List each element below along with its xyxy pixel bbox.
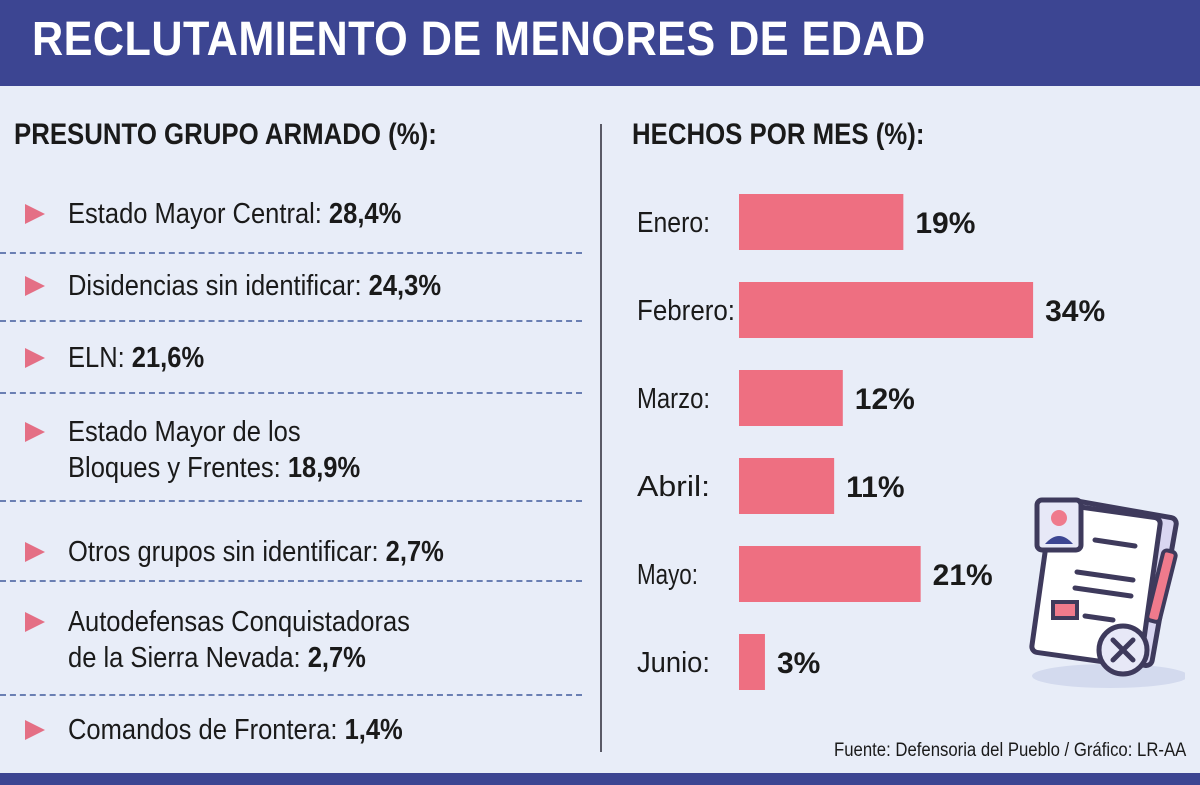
header-bar: RECLUTAMIENTO DE MENORES DE EDAD bbox=[0, 0, 1200, 86]
dashed-separator bbox=[0, 694, 582, 696]
month-bar bbox=[739, 546, 921, 602]
month-label: Febrero: bbox=[637, 295, 735, 327]
triangle-bullet-icon bbox=[25, 422, 45, 442]
armed-group-label: Comandos de Frontera: 1,4% bbox=[68, 712, 403, 748]
bar-value-label: 34% bbox=[1045, 295, 1105, 328]
armed-group-value: 28,4% bbox=[328, 198, 402, 230]
armed-group-label-line: Estado Mayor Central: 28,4% bbox=[68, 198, 402, 230]
armed-group-label-line: Comandos de Frontera: 1,4% bbox=[68, 714, 403, 746]
armed-group-label: Disidencias sin identificar: 24,3% bbox=[68, 268, 441, 304]
armed-group-label: Estado Mayor Central: 28,4% bbox=[68, 196, 401, 232]
triangle-bullet-icon bbox=[25, 542, 45, 562]
triangle-bullet-icon bbox=[25, 348, 45, 368]
column-divider bbox=[600, 124, 602, 752]
dashed-separator bbox=[0, 252, 582, 254]
bar-value-label: 21% bbox=[933, 559, 993, 592]
armed-group-value: 18,9% bbox=[287, 452, 361, 484]
bar-value-label: 12% bbox=[855, 383, 915, 416]
armed-group-label-line: Autodefensas Conquistadoras bbox=[68, 606, 410, 638]
source-note: Fuente: Defensoria del Pueblo / Gráfico:… bbox=[833, 740, 1186, 761]
armed-group-value: 2,7% bbox=[307, 642, 366, 674]
triangle-bullet-icon bbox=[25, 720, 45, 740]
armed-group-label: Autodefensas Conquistadoras de la Sierra … bbox=[68, 604, 410, 676]
armed-group-value: 24,3% bbox=[368, 270, 442, 302]
dashed-separator bbox=[0, 320, 582, 322]
triangle-bullet-icon bbox=[25, 612, 45, 632]
month-bar bbox=[739, 458, 835, 514]
monthly-chart-title: HECHOS POR MES (%): bbox=[632, 118, 925, 151]
month-bar bbox=[739, 634, 765, 690]
armed-group-title: PRESUNTO GRUPO ARMADO (%): bbox=[14, 118, 437, 151]
month-label: Abril: bbox=[637, 471, 710, 503]
bar-value-label: 19% bbox=[915, 207, 975, 240]
armed-group-label-line: Estado Mayor de los bbox=[68, 416, 301, 448]
month-label: Junio: bbox=[637, 647, 710, 679]
armed-group-value: 21,6% bbox=[131, 342, 205, 374]
armed-group-label: Otros grupos sin identificar: 2,7% bbox=[68, 534, 444, 570]
dashed-separator bbox=[0, 580, 582, 582]
triangle-bullet-icon bbox=[25, 204, 45, 224]
armed-group-value: 1,4% bbox=[344, 714, 403, 746]
dashed-separator bbox=[0, 500, 582, 502]
bar-value-label: 11% bbox=[846, 471, 904, 504]
bar-value-label: 3% bbox=[777, 647, 820, 680]
armed-group-label: ELN: 21,6% bbox=[68, 340, 204, 376]
armed-group-label-line: Otros grupos sin identificar: 2,7% bbox=[68, 536, 444, 568]
page-title: RECLUTAMIENTO DE MENORES DE EDAD bbox=[32, 13, 926, 66]
triangle-bullet-icon bbox=[25, 276, 45, 296]
armed-group-label-line: Disidencias sin identificar: 24,3% bbox=[68, 270, 442, 302]
month-bar bbox=[739, 194, 904, 250]
armed-group-label-line: de la Sierra Nevada: 2,7% bbox=[68, 642, 366, 674]
month-bar bbox=[739, 370, 843, 426]
month-label: Mayo: bbox=[637, 559, 698, 591]
armed-group-label: Estado Mayor de los Bloques y Frentes: 18,… bbox=[68, 414, 360, 486]
month-bar bbox=[739, 282, 1034, 338]
armed-group-label-line: ELN: 21,6% bbox=[68, 342, 205, 374]
clipboard-document-icon bbox=[1029, 497, 1185, 688]
month-label: Enero: bbox=[637, 207, 710, 239]
armed-group-label-line: Bloques y Frentes: 18,9% bbox=[68, 452, 361, 484]
footer-bar bbox=[0, 773, 1200, 785]
dashed-separator bbox=[0, 392, 582, 394]
month-label: Marzo: bbox=[637, 383, 710, 415]
armed-group-value: 2,7% bbox=[385, 536, 444, 568]
